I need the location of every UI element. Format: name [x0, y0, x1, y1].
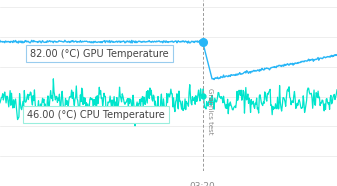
Text: Graphics test: Graphics test — [207, 88, 213, 134]
Text: 03:20: 03:20 — [190, 182, 215, 186]
Text: 82.00 (°C) GPU Temperature: 82.00 (°C) GPU Temperature — [30, 49, 169, 59]
Text: 46.00 (°C) CPU Temperature: 46.00 (°C) CPU Temperature — [27, 110, 165, 120]
